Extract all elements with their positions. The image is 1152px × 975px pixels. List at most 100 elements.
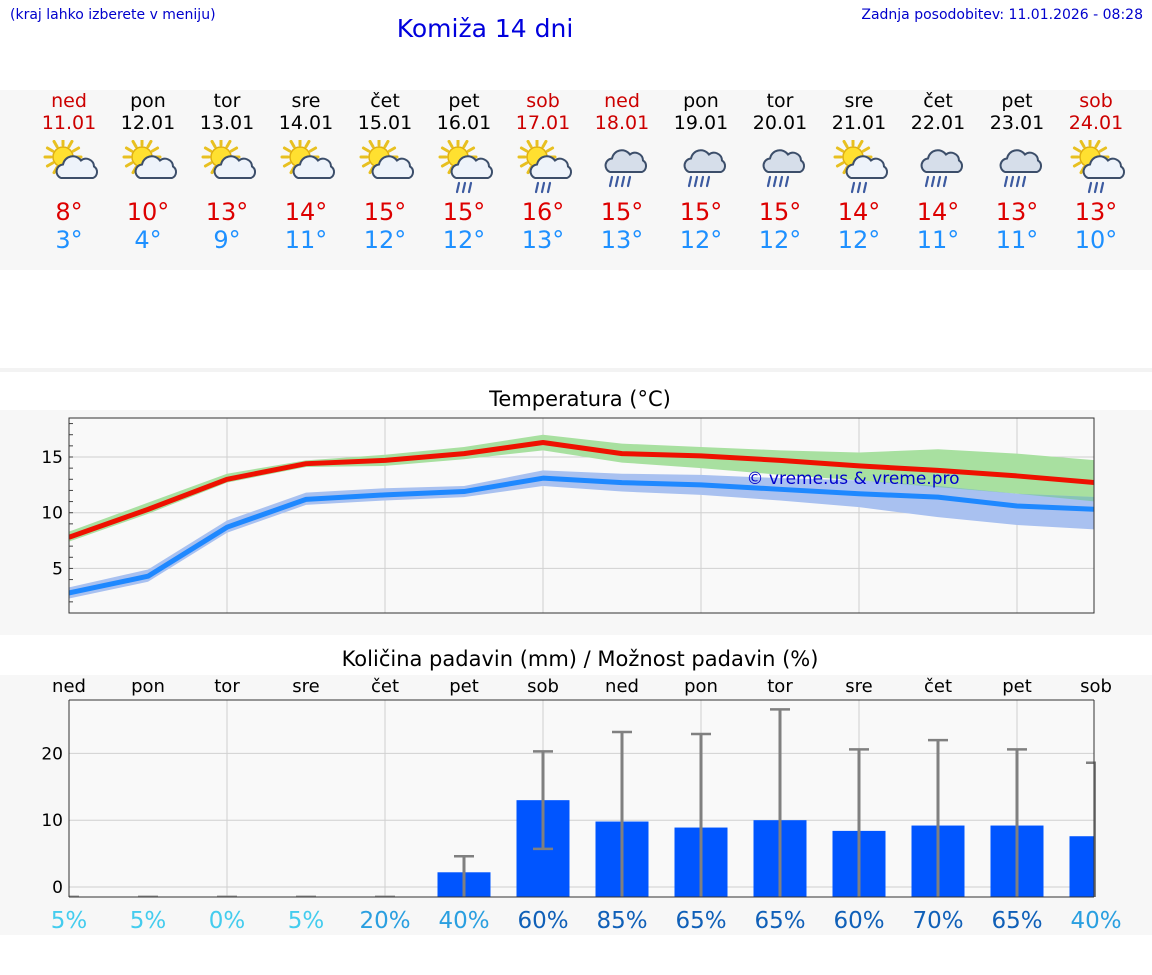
day-date: 11.01 xyxy=(41,112,97,134)
day-column: tor 13.01 13° 9° xyxy=(187,90,267,254)
precip-probability: 85% xyxy=(596,908,647,934)
day-name: sre xyxy=(291,90,321,112)
watermark: © vreme.us & vreme.pro xyxy=(746,469,959,489)
day-date: 16.01 xyxy=(436,112,492,134)
day-column: pon 12.01 10° 4° xyxy=(108,90,188,254)
max-temperature: 14° xyxy=(284,198,328,226)
y-tick-label: 10 xyxy=(41,811,63,831)
day-name: pet xyxy=(448,90,480,112)
day-name: čet xyxy=(370,90,400,112)
max-temperature: 14° xyxy=(837,198,881,226)
sun-cloud-rain-icon xyxy=(438,140,494,194)
day-column: čet 22.01 14° 11° xyxy=(898,90,978,254)
day-name: sob xyxy=(526,90,560,112)
day-date: 22.01 xyxy=(910,112,966,134)
day-date: 23.01 xyxy=(989,112,1045,134)
precip-day-label: sob xyxy=(1080,676,1112,697)
day-date: 19.01 xyxy=(673,112,729,134)
sun-cloud-rain-icon xyxy=(1070,140,1126,194)
precip-probability: 40% xyxy=(438,908,489,934)
forecast-strip: ned 11.01 8° 3° pon 12.01 10° 4° tor 13.01 13° 9° sr… xyxy=(0,90,1152,270)
day-date: 18.01 xyxy=(594,112,650,134)
day-name: ned xyxy=(51,90,87,112)
min-temperature-line xyxy=(69,475,1094,596)
day-column: čet 15.01 15° 12° xyxy=(345,90,425,254)
cloud-rain-icon xyxy=(604,149,648,188)
max-temperature: 10° xyxy=(126,198,170,226)
precip-day-label: ned xyxy=(52,676,86,697)
precip-probability: 65% xyxy=(991,908,1042,934)
min-temperature: 12° xyxy=(679,226,723,254)
precip-bar xyxy=(1069,836,1096,897)
precip-probability: 40% xyxy=(1070,908,1121,934)
precip-probability: 65% xyxy=(675,908,726,934)
day-date: 24.01 xyxy=(1068,112,1124,134)
day-date: 14.01 xyxy=(278,112,334,134)
precip-probability: 20% xyxy=(359,908,410,934)
day-date: 20.01 xyxy=(752,112,808,134)
y-tick-label: 10 xyxy=(41,504,63,524)
max-temperature: 8° xyxy=(55,198,83,226)
precip-day-label: tor xyxy=(214,676,240,697)
min-temperature: 12° xyxy=(442,226,486,254)
min-temperature: 12° xyxy=(837,226,881,254)
page-title: Komiža 14 dni xyxy=(396,14,574,43)
min-temperature: 12° xyxy=(758,226,802,254)
max-temperature: 15° xyxy=(679,198,723,226)
day-column: sre 21.01 14° 12° xyxy=(819,90,899,254)
max-temperature: 14° xyxy=(916,198,960,226)
day-name: čet xyxy=(923,90,953,112)
precip-day-label: sob xyxy=(527,676,559,697)
min-temperature: 10° xyxy=(1074,226,1118,254)
precip-probability: 5% xyxy=(51,908,88,934)
day-date: 17.01 xyxy=(515,112,571,134)
min-temperature-band xyxy=(69,470,1094,599)
min-temperature: 11° xyxy=(284,226,328,254)
day-column: sob 17.01 16° 13° xyxy=(503,90,583,254)
precip-day-label: sre xyxy=(845,676,872,697)
temperature-chart-title: Temperatura (°C) xyxy=(489,387,671,411)
min-temperature: 4° xyxy=(134,226,162,254)
min-temperature: 13° xyxy=(600,226,644,254)
y-tick-label: 5 xyxy=(52,559,63,579)
precipitation-chart-title: Količina padavin (mm) / Možnost padavin … xyxy=(341,647,819,671)
precip-probability: 65% xyxy=(754,908,805,934)
precip-day-label: pet xyxy=(1002,676,1032,697)
min-temperature: 13° xyxy=(521,226,565,254)
sun-cloud-rain-icon xyxy=(833,140,889,194)
day-name: tor xyxy=(213,90,241,112)
day-name: sob xyxy=(1079,90,1113,112)
y-tick-label: 0 xyxy=(52,878,63,898)
precipitation-chart: ned pon tor sre čet pet sob ned pon tor sre čet pet s… xyxy=(41,676,1121,934)
precip-day-label: čet xyxy=(371,676,399,697)
precip-probability: 60% xyxy=(517,908,568,934)
precip-day-label: pon xyxy=(131,676,165,697)
precip-probability: 60% xyxy=(833,908,884,934)
day-date: 13.01 xyxy=(199,112,255,134)
day-date: 21.01 xyxy=(831,112,887,134)
min-temperature: 11° xyxy=(916,226,960,254)
precip-day-label: čet xyxy=(924,676,952,697)
sun-cloud-icon xyxy=(201,140,257,179)
sun-cloud-icon xyxy=(359,140,415,179)
day-column: sob 24.01 13° 10° xyxy=(1056,90,1136,254)
cloud-rain-icon xyxy=(999,149,1043,188)
max-temperature: 15° xyxy=(758,198,802,226)
cloud-rain-icon xyxy=(920,149,964,188)
max-temperature: 15° xyxy=(363,198,407,226)
min-temperature: 9° xyxy=(213,226,241,254)
day-date: 12.01 xyxy=(120,112,176,134)
precip-day-label: ned xyxy=(605,676,639,697)
day-name: pon xyxy=(683,90,719,112)
location-hint: (kraj lahko izberete v meniju) xyxy=(10,7,216,23)
max-temperature: 13° xyxy=(205,198,249,226)
day-column: pet 23.01 13° 11° xyxy=(977,90,1057,254)
separator xyxy=(0,368,1152,372)
sun-cloud-icon xyxy=(280,140,336,179)
day-name: pon xyxy=(130,90,166,112)
precip-probability: 5% xyxy=(130,908,167,934)
min-temperature: 12° xyxy=(363,226,407,254)
day-name: ned xyxy=(604,90,640,112)
precip-day-label: pon xyxy=(684,676,718,697)
y-tick-label: 20 xyxy=(41,744,63,764)
